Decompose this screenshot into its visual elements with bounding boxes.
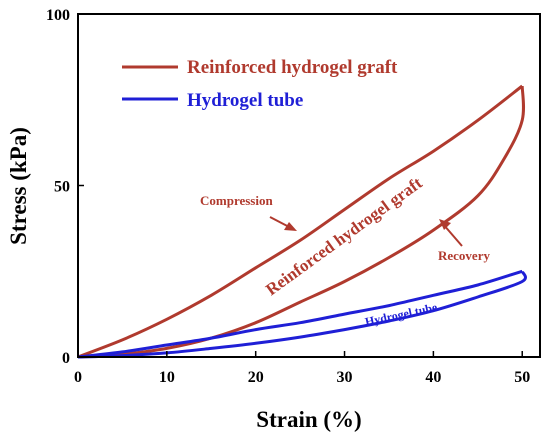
- recovery-arrowhead: [439, 219, 451, 230]
- x-tick-label: 50: [514, 369, 530, 386]
- legend-label-tube: Hydrogel tube: [187, 90, 303, 111]
- y-tick-label: 50: [54, 179, 70, 196]
- legend: Reinforced hydrogel graft Hydrogel tube: [122, 57, 398, 111]
- legend-label-reinforced: Reinforced hydrogel graft: [187, 57, 398, 78]
- series-0-unloading-line: [77, 85, 526, 359]
- series-1-unloading-line: [77, 270, 527, 359]
- x-axis-title: Strain (%): [256, 407, 361, 432]
- y-tick-label: 100: [46, 7, 70, 24]
- series-1-loading-line: [77, 269, 523, 359]
- curves-layer: [77, 84, 527, 359]
- y-axis-title: Stress (kPa): [6, 127, 31, 245]
- compression-arrowhead: [284, 222, 297, 231]
- x-tick-label: 10: [159, 369, 175, 386]
- series-0-loading-line: [77, 84, 524, 359]
- x-tick-label: 0: [74, 369, 82, 386]
- recovery-label: Recovery: [438, 248, 490, 263]
- axis-ticks: 0 10 20 30 40 50 0 50 100: [46, 7, 530, 386]
- compression-label: Compression: [200, 193, 273, 208]
- x-tick-label: 40: [425, 369, 441, 386]
- x-tick-label: 30: [337, 369, 353, 386]
- x-tick-label: 20: [248, 369, 264, 386]
- y-tick-label: 0: [62, 350, 70, 367]
